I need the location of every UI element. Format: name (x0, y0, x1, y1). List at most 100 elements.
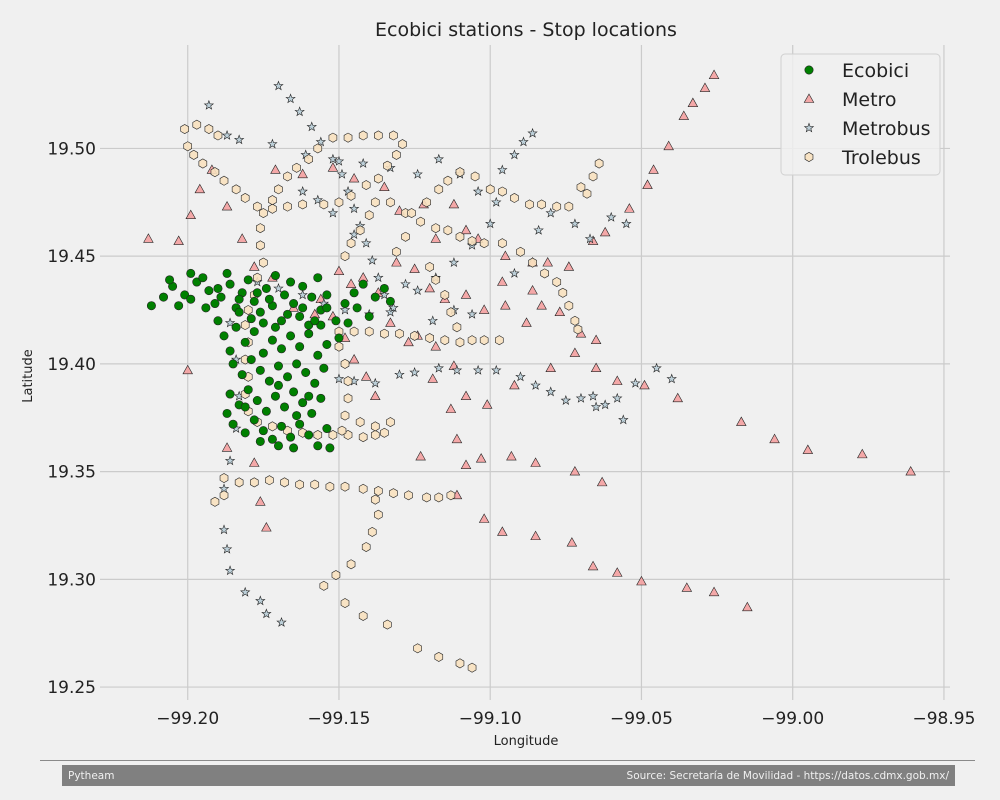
metrobus-point (472, 364, 484, 375)
metrobus-point (370, 377, 381, 388)
metro-point (478, 513, 490, 523)
trolebus-point (340, 251, 350, 262)
metrobus-point (509, 267, 520, 278)
metrobus-point (273, 80, 284, 91)
trolebus-point (386, 417, 395, 428)
metro-point (708, 69, 720, 79)
ecobici-point (213, 283, 223, 293)
series-metro (143, 69, 916, 612)
legend-label-metro: Metro (842, 89, 897, 111)
metro-point (415, 450, 426, 461)
metro-point (185, 209, 197, 220)
y-tick-label: 19.35 (47, 463, 96, 483)
metro-point (360, 371, 372, 381)
y-tick-labels: 19.25 19.30 19.35 19.40 19.45 19.50 (47, 139, 96, 698)
metrobus-point (297, 289, 308, 300)
metro-point (424, 282, 435, 293)
trolebus-point (443, 175, 453, 186)
metrobus-point (527, 127, 538, 138)
ecobici-point (343, 318, 353, 328)
ecobici-point (286, 277, 296, 287)
ecobici-point (273, 380, 283, 390)
ecobici-point (243, 275, 253, 285)
metro-point (143, 233, 154, 243)
trolebus-point (189, 149, 199, 160)
trolebus-point (295, 479, 304, 490)
trolebus-point (564, 201, 574, 212)
trolebus-point (213, 130, 223, 141)
ecobici-point (280, 402, 290, 412)
metro-point (857, 448, 868, 459)
ecobici-point (240, 402, 250, 412)
trolebus-point (268, 203, 277, 214)
metrobus-point (360, 237, 372, 248)
metro-point (451, 433, 463, 444)
metrobus-point (273, 282, 284, 293)
ecobici-point (165, 275, 175, 285)
trolebus-point (582, 188, 592, 199)
metrobus-point (606, 211, 617, 222)
trolebus-point (467, 662, 477, 673)
trolebus-point (355, 417, 365, 428)
trolebus-point (283, 171, 292, 182)
trolebus-point (358, 483, 368, 494)
metro-point (270, 164, 281, 174)
ecobici-point (358, 279, 368, 289)
ecobici-point (295, 311, 305, 321)
metro-point (500, 250, 511, 260)
trolebus-point (259, 208, 268, 219)
metrobus-point (357, 158, 369, 168)
metro-point (427, 373, 439, 383)
trolebus-point (410, 330, 419, 341)
metro-point (497, 276, 508, 286)
trolebus-point (364, 210, 374, 221)
ecobici-point (159, 292, 169, 302)
metrobus-point (448, 257, 460, 268)
metrobus-point (400, 278, 411, 289)
metrobus-point (545, 207, 556, 218)
ecobici-point (352, 303, 362, 313)
ecobici-point (273, 361, 283, 371)
metro-point (236, 233, 248, 243)
trolebus-point (494, 335, 504, 346)
metro-point (566, 537, 578, 547)
metro-point (672, 392, 684, 403)
metro-point (261, 522, 272, 532)
ecobici-point (225, 346, 235, 356)
metro-point (527, 285, 538, 295)
trolebus-point (334, 341, 344, 352)
ecobici-point (276, 316, 286, 326)
ecobici-point (255, 436, 265, 446)
metrobus-point (348, 203, 360, 214)
trolebus-point (249, 477, 259, 488)
metro-point (530, 457, 541, 467)
trolebus-point (340, 358, 350, 369)
metrobus-point (412, 168, 423, 179)
ecobici-point (258, 318, 268, 328)
ecobici-point (270, 322, 280, 332)
metrobus-point (621, 218, 632, 229)
trolebus-point (380, 328, 389, 339)
trolebus-point (340, 481, 350, 492)
trolebus-point (540, 268, 549, 279)
ecobici-point (246, 355, 256, 365)
y-tick-label: 19.25 (47, 678, 96, 698)
ecobici-point (246, 314, 256, 324)
footer-source: Source: Secretaría de Movilidad - https:… (626, 769, 949, 782)
x-tick-label: −99.05 (610, 709, 673, 729)
ecobici-point (234, 307, 244, 317)
ecobici-point (364, 311, 374, 321)
trolebus-point (370, 430, 380, 440)
trolebus-point (395, 328, 404, 339)
trolebus-point (325, 481, 335, 492)
series-trolebus (180, 119, 604, 673)
ecobici-point (340, 299, 350, 309)
trolebus-point (434, 651, 444, 662)
trolebus-point (446, 307, 456, 318)
y-tick-label: 19.30 (47, 570, 96, 590)
metro-point (663, 140, 674, 151)
trolebus-point (422, 197, 431, 208)
metrobus-point (584, 233, 596, 244)
trolebus-point (431, 223, 441, 234)
metrobus-point (367, 254, 378, 265)
